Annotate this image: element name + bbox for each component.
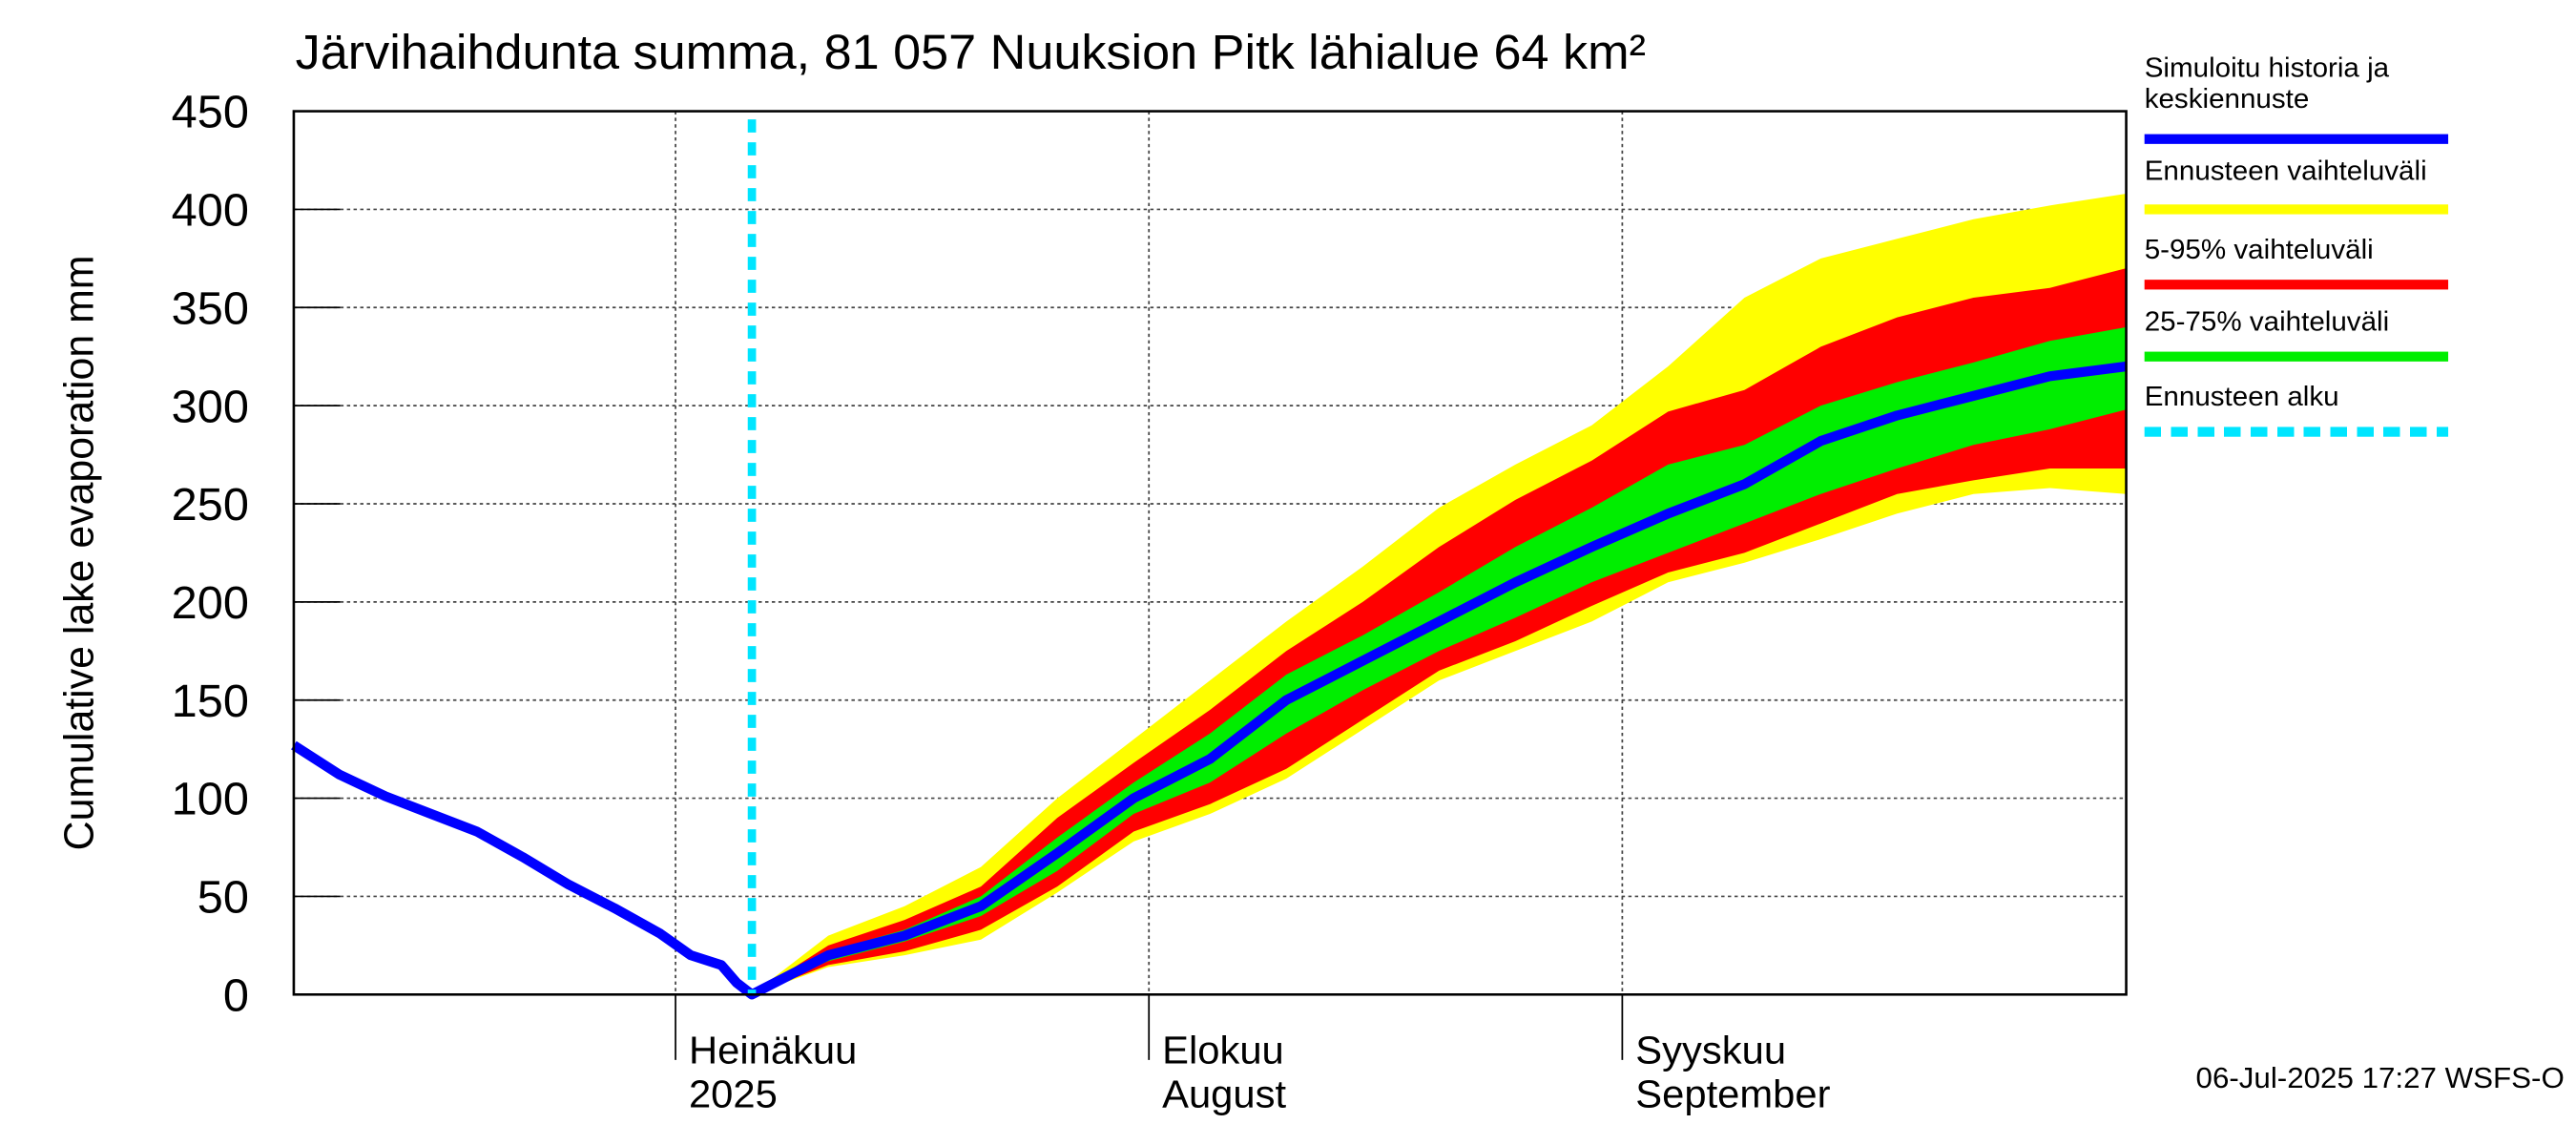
x-tick-sublabel: August — [1162, 1072, 1286, 1116]
y-tick-label: 150 — [172, 676, 249, 727]
legend-swatch — [2144, 427, 2449, 437]
y-tick-label: 400 — [172, 185, 249, 237]
x-tick-label: Elokuu — [1162, 1028, 1284, 1072]
x-tick-sublabel: September — [1635, 1072, 1830, 1116]
chart-title: Järvihaihdunta summa, 81 057 Nuuksion Pi… — [296, 24, 1646, 79]
legend-swatch — [2144, 351, 2449, 362]
y-tick-label: 0 — [223, 970, 249, 1022]
legend-label: 5-95% vaihteluväli — [2144, 234, 2374, 265]
y-tick-label: 300 — [172, 382, 249, 433]
legend-label: Ennusteen vaihteluväli — [2144, 155, 2427, 187]
x-tick-label: Syyskuu — [1635, 1028, 1786, 1072]
median-line — [291, 361, 2128, 1000]
y-tick-label: 450 — [172, 87, 249, 138]
legend-swatch — [2144, 134, 2449, 144]
legend-label: Ennusteen alku — [2144, 381, 2339, 413]
y-tick-label: 100 — [172, 774, 249, 825]
footer: 06-Jul-2025 17:27 WSFS-O — [2196, 1061, 2565, 1094]
x-tick-sublabel: 2025 — [689, 1072, 778, 1116]
y-tick-label: 250 — [172, 479, 249, 531]
legend-swatch — [2144, 280, 2449, 290]
legend-label: Simuloitu historia ja keskiennuste — [2144, 52, 2390, 115]
y-tick-label: 50 — [197, 872, 249, 924]
legend-label: 25-75% vaihteluväli — [2144, 305, 2390, 338]
y-tick-label: 350 — [172, 283, 249, 335]
y-tick-label: 200 — [172, 577, 249, 629]
legend-swatch — [2144, 204, 2449, 215]
plot-frame — [292, 110, 2128, 996]
y-axis-label: Cumulative lake evaporation mm — [56, 256, 102, 851]
x-tick-label: Heinäkuu — [689, 1028, 857, 1072]
